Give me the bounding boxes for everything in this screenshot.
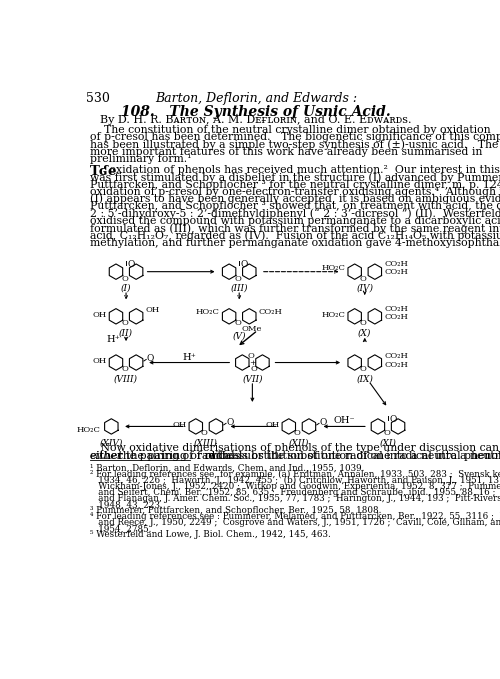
Text: O: O xyxy=(121,274,128,282)
Text: O: O xyxy=(360,319,366,327)
Text: HO₂C: HO₂C xyxy=(196,308,220,316)
Text: OH: OH xyxy=(92,311,106,318)
Text: CO₂H: CO₂H xyxy=(384,352,408,361)
Text: O: O xyxy=(383,429,390,437)
Text: either the pairing of radicals or the substitution of one radical into a neutral: either the pairing of radicals or the su… xyxy=(90,451,500,460)
Text: acid, C₁₂H₁₂O₇, regarded as (IV).  Fusion of the acid C₁₂H₁₄O₅ with potassium hy: acid, C₁₂H₁₂O₇, regarded as (IV). Fusion… xyxy=(90,230,500,241)
Text: HO₂C: HO₂C xyxy=(76,426,100,433)
Text: Puttfarcken, and Schopflocher ³ for the neutral crystalline dimer, m. p. 124°, o: Puttfarcken, and Schopflocher ³ for the … xyxy=(90,179,500,190)
Text: has been illustrated by a simple two-step synthesis of (±)-usnic acid.   The: has been illustrated by a simple two-ste… xyxy=(90,140,498,150)
Text: ⁴ For leading references see : Pummerer, Melamed, and Puttfarcken, Ber., 1922, 5: ⁴ For leading references see : Pummerer,… xyxy=(90,512,500,521)
Text: (X): (X) xyxy=(358,329,372,337)
Text: 1934, 46, 226 ;  Haworth, J., 1942, 455 ;  (b) Critchlow, Haworth, and Pauson, J: 1934, 46, 226 ; Haworth, J., 1942, 455 ;… xyxy=(90,476,500,485)
Text: 1954, 2785.: 1954, 2785. xyxy=(90,524,151,533)
Text: and Reece, J., 1950, 2249 ;  Cosgrove and Waters, J., 1951, 1726 ;  Cavill, Cole: and Reece, J., 1950, 2249 ; Cosgrove and… xyxy=(90,518,500,527)
Text: Wickham-Jones, J., 1952, 2420 ;  Witkop and Goodwin, Experientia, 1952, 8, 377 ;: Wickham-Jones, J., 1952, 2420 ; Witkop a… xyxy=(90,482,500,491)
Text: O: O xyxy=(227,418,234,427)
Text: ³ Pummerer, Puttfarcken, and Schopflocher, Ber., 1925, 58, 1808.: ³ Pummerer, Puttfarcken, and Schopfloche… xyxy=(90,507,381,515)
Text: O: O xyxy=(390,415,397,424)
Text: (I): (I) xyxy=(121,284,132,293)
Text: O: O xyxy=(248,352,254,361)
Text: preliminary form.¹: preliminary form.¹ xyxy=(90,153,191,164)
Text: The constitution of the neutral crystalline dimer obtained by oxidation: The constitution of the neutral crystall… xyxy=(90,126,490,135)
Text: (VII): (VII) xyxy=(242,375,262,384)
Text: O: O xyxy=(360,365,366,373)
Text: CO₂H: CO₂H xyxy=(384,313,408,321)
Text: and Flanagan, J. Amer. Chem. Soc., 1955, 77, 1783 ;  Harington, J., 1944, 193 ; : and Flanagan, J. Amer. Chem. Soc., 1955,… xyxy=(90,494,500,503)
Text: Barton, Deflorin, and Edwards :: Barton, Deflorin, and Edwards : xyxy=(155,92,358,105)
Text: (I) appears to have been generally accepted, it is based on ambiguous evidence. : (I) appears to have been generally accep… xyxy=(90,194,500,204)
Text: oxidation of phenols has received much attention.²  Our interest in this subject: oxidation of phenols has received much a… xyxy=(106,164,500,175)
Text: (IX): (IX) xyxy=(356,375,373,384)
Text: or: or xyxy=(204,451,216,460)
Text: Puttfarcken, and Schopflocher ³ showed that, on treatment with acid, the dimer g: Puttfarcken, and Schopflocher ³ showed t… xyxy=(90,201,500,211)
Text: oxidation of p-cresol by one-electron-transfer oxidising agents.⁴  Although the : oxidation of p-cresol by one-electron-tr… xyxy=(90,187,500,197)
Text: CO₂H: CO₂H xyxy=(384,305,408,312)
Text: (V): (V) xyxy=(232,332,246,341)
Text: O: O xyxy=(294,429,301,437)
Text: H⁺: H⁺ xyxy=(182,352,196,362)
Text: O: O xyxy=(121,365,128,373)
Text: By D. H. R. Bᴀʀᴛᴏɴ, A. M. Dᴇғʟᴏʀɪɴ, and O. E. Eᴅwᴀʀᴅs.: By D. H. R. Bᴀʀᴛᴏɴ, A. M. Dᴇғʟᴏʀɪɴ, and … xyxy=(100,115,412,126)
Text: O: O xyxy=(121,319,128,327)
Text: O: O xyxy=(250,365,258,373)
Text: CO₂H: CO₂H xyxy=(384,361,408,369)
Text: O: O xyxy=(147,354,154,363)
Text: O: O xyxy=(201,429,208,437)
Text: (XII): (XII) xyxy=(288,439,309,447)
Text: methylation, and further permanganate oxidation gave 4-methoxyisophthalic acid (: methylation, and further permanganate ox… xyxy=(90,238,500,249)
Text: O: O xyxy=(320,418,327,427)
Text: ⁵ Westerfeld and Lowe, J. Biol. Chem., 1942, 145, 463.: ⁵ Westerfeld and Lowe, J. Biol. Chem., 1… xyxy=(90,530,330,539)
Text: OH: OH xyxy=(265,421,280,429)
Text: (XIV): (XIV) xyxy=(100,439,123,447)
Text: HO₂C: HO₂C xyxy=(322,264,345,272)
Text: O: O xyxy=(234,319,241,327)
Text: (XIII): (XIII) xyxy=(194,439,218,447)
Text: the substitution of one radical into a neutral phenol molecule: the substitution of one radical into a n… xyxy=(214,451,500,460)
Text: (VIII): (VIII) xyxy=(114,375,138,384)
Text: Tʛe: Tʛe xyxy=(90,164,117,178)
Text: O: O xyxy=(234,274,241,282)
Text: ² For leading references see, for example, (a) Erdtman, Annalen, 1933, 503, 283 : ² For leading references see, for exampl… xyxy=(90,470,500,479)
Text: CO₂H: CO₂H xyxy=(384,268,408,276)
Text: and Seifert, Chem. Ber., 1952, 85, 635 ;  Freudenberg and Schraube, ibid., 1955,: and Seifert, Chem. Ber., 1952, 85, 635 ;… xyxy=(90,488,500,497)
Text: HO₂C: HO₂C xyxy=(322,311,345,318)
Text: 108.   The Synthesis of Usnic Acid.: 108. The Synthesis of Usnic Acid. xyxy=(122,105,391,119)
Text: (XI): (XI) xyxy=(380,439,396,447)
Text: the pairing of radicals: the pairing of radicals xyxy=(115,451,244,460)
Text: ¹ Barton, Deflorin, and Edwards, Chem. and Ind., 1955, 1039.: ¹ Barton, Deflorin, and Edwards, Chem. a… xyxy=(90,464,364,473)
Text: formulated as (III), which was further transformed by the same reagent into a tr: formulated as (III), which was further t… xyxy=(90,223,500,234)
Text: OH: OH xyxy=(92,357,106,365)
Text: O: O xyxy=(241,260,248,269)
Text: either: either xyxy=(90,451,122,460)
Text: 530: 530 xyxy=(86,92,110,105)
Text: H⁺: H⁺ xyxy=(106,335,120,344)
Text: OH: OH xyxy=(146,306,160,314)
Text: oxidised the compound with potassium permanganate to a dicarboxylic acid C₁₂H₁₄O: oxidised the compound with potassium per… xyxy=(90,216,500,226)
Text: (IV): (IV) xyxy=(356,284,373,293)
Text: 1948, 43, 223.: 1948, 43, 223. xyxy=(90,500,162,509)
Text: of p-cresol has been determined.   The biogenetic significance of this compound: of p-cresol has been determined. The bio… xyxy=(90,132,500,143)
Text: CO₂H: CO₂H xyxy=(258,308,282,316)
Text: more important features of this work have already been summarised in: more important features of this work hav… xyxy=(90,147,482,157)
Text: O: O xyxy=(128,260,135,269)
Text: was first stimulated by a disbelief in the structure (I) advanced by Pummerer,: was first stimulated by a disbelief in t… xyxy=(90,172,500,183)
Text: OMe: OMe xyxy=(242,325,262,333)
Text: OH: OH xyxy=(172,421,186,429)
Text: CO₂H: CO₂H xyxy=(384,260,408,268)
Text: Now oxidative dimerisations of phenols of the type under discussion can be regar: Now oxidative dimerisations of phenols o… xyxy=(90,443,500,454)
Text: (III): (III) xyxy=(230,284,248,293)
Text: +: + xyxy=(249,359,256,367)
Text: (II): (II) xyxy=(119,329,133,337)
Text: 2 : 5’-dihydroxy-5 : 2’-dimethyldiphenyl (“ 2 : 3’-dicresol ”) (II).  Westerfeld: 2 : 5’-dihydroxy-5 : 2’-dimethyldiphenyl… xyxy=(90,208,500,219)
Text: O: O xyxy=(360,274,366,282)
Text: OH⁻: OH⁻ xyxy=(334,416,355,425)
